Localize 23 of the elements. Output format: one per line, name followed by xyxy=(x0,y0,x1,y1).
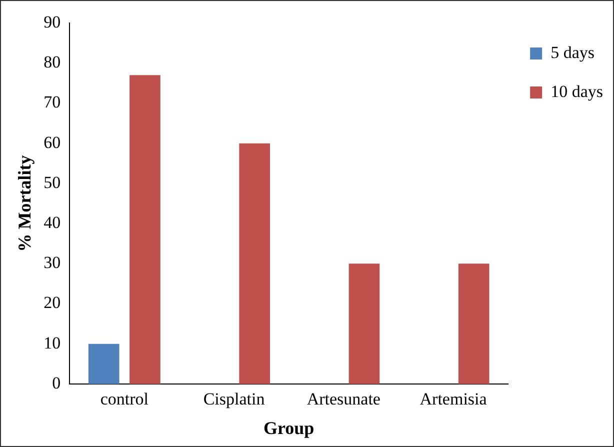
bar xyxy=(348,264,380,384)
y-tick-label: 60 xyxy=(44,132,61,152)
y-tick-label: 30 xyxy=(44,253,61,272)
y-tick-label: 70 xyxy=(44,92,61,112)
y-tick-label: 20 xyxy=(44,293,61,312)
y-tick-label: 40 xyxy=(44,213,61,232)
x-tick-label: control xyxy=(100,390,149,409)
bar xyxy=(130,75,160,384)
x-tick-label: Artesunate xyxy=(306,390,380,409)
bar xyxy=(458,264,490,384)
y-tick-label: 90 xyxy=(44,12,61,32)
legend-label: 5 days xyxy=(550,42,595,62)
x-tick-label: Cisplatin xyxy=(203,390,266,409)
y-tick-label: 0 xyxy=(52,373,61,392)
bar xyxy=(88,344,120,384)
y-tick-label: 10 xyxy=(44,333,61,352)
y-tick-label: 50 xyxy=(44,172,61,192)
y-tick-label: 80 xyxy=(44,52,61,72)
bar xyxy=(239,143,270,384)
legend-label: 10 days xyxy=(550,82,604,101)
y-axis-title: % Mortality xyxy=(14,155,34,252)
x-tick-label: Artemisia xyxy=(420,390,488,409)
x-axis-title: Group xyxy=(264,418,314,438)
